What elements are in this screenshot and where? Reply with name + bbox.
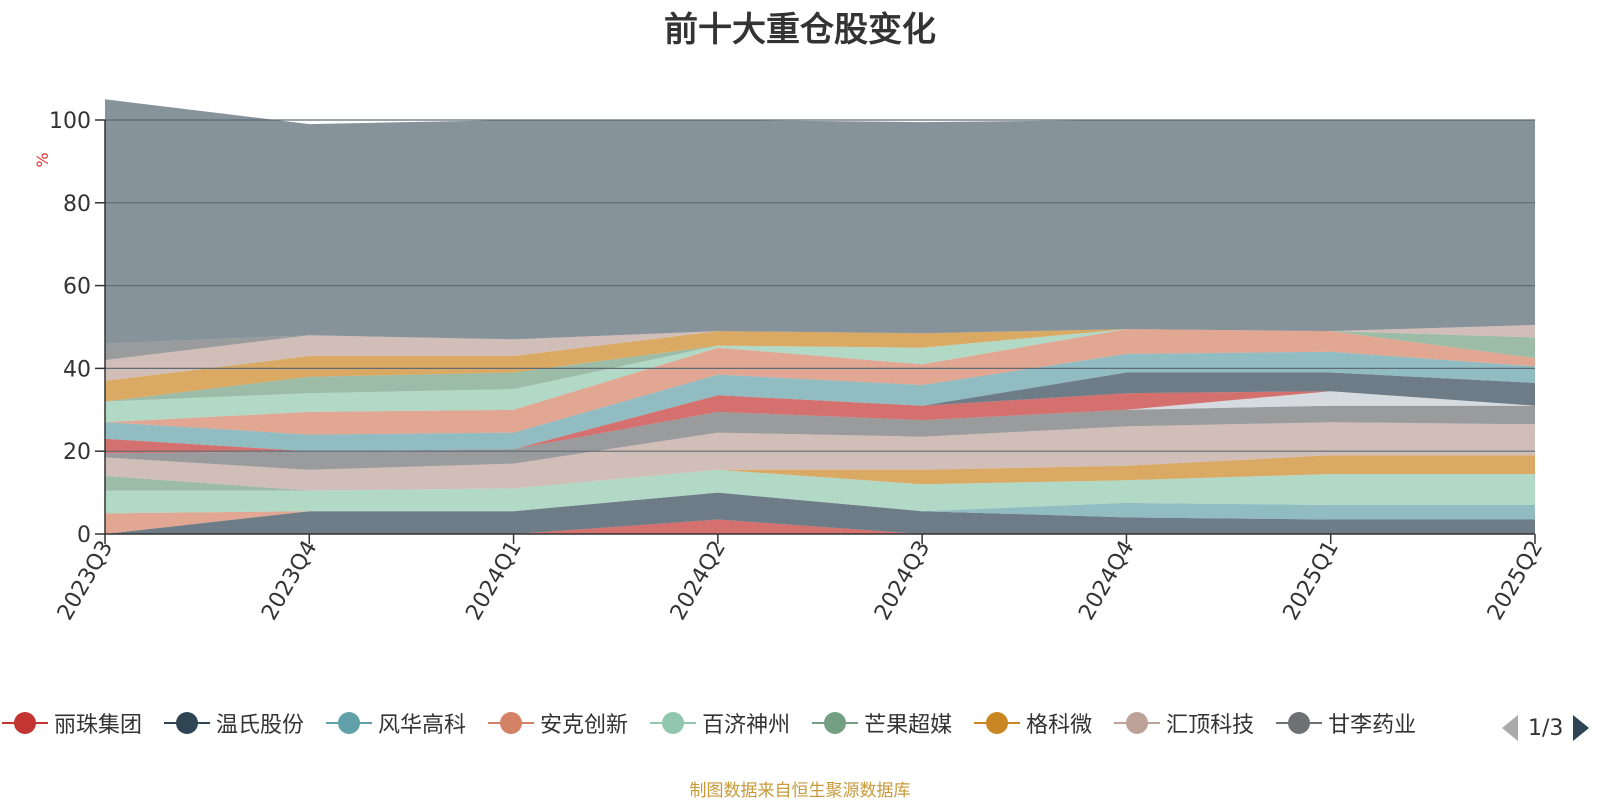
page-next-icon[interactable] [1571, 713, 1591, 743]
legend-item[interactable]: 芒果超媒 [810, 705, 952, 741]
area-series-2 [105, 492, 1535, 534]
legend-label: 丽珠集团 [54, 713, 143, 738]
y-tick-label: 100 [49, 109, 91, 134]
area-series-19 [105, 324, 1535, 381]
stacked-area-chart: 0 20 40 60 80 100 2023Q3 2023Q4 2024Q1 2024Q2 2024… [33, 99, 1548, 625]
x-tick-label: 2024Q2 [666, 537, 731, 625]
source-note: 制图数据来自恒生聚源数据库 [689, 781, 911, 801]
y-tick-label: 0 [77, 523, 91, 548]
x-tick-label: 2024Q3 [870, 537, 935, 625]
y-tick-label: 60 [63, 275, 91, 300]
page-prev-icon[interactable] [1500, 713, 1520, 743]
legend-marker-icon [1114, 712, 1161, 734]
area-series-12 [105, 391, 1535, 454]
legend-marker-icon [488, 712, 535, 734]
legend-marker-icon [1276, 712, 1323, 734]
legend-item[interactable]: 格科微 [972, 705, 1092, 741]
legend-item[interactable]: 汇顶科技 [1112, 705, 1254, 741]
area-series-16 [105, 329, 1535, 423]
y-tick-label: 40 [63, 357, 91, 382]
page-indicator: 1/3 [1528, 715, 1564, 741]
area-series-11 [105, 391, 1535, 454]
legend-item[interactable]: 甘李药业 [1274, 705, 1416, 741]
x-tick-label: 2025Q2 [1483, 537, 1548, 625]
legend-item[interactable]: 温氏股份 [162, 705, 304, 741]
legend-label: 甘李药业 [1328, 713, 1417, 738]
area-series-8 [105, 422, 1535, 491]
legend-label: 温氏股份 [216, 713, 305, 738]
y-tick-label: 80 [63, 192, 91, 217]
x-tick-label: 2024Q1 [461, 537, 526, 625]
area-series-7 [105, 455, 1535, 491]
legend-label: 汇顶科技 [1166, 713, 1255, 738]
legend-item[interactable]: 安克创新 [486, 705, 628, 741]
area-series-6 [105, 469, 1535, 491]
legend-label: 安克创新 [540, 713, 629, 738]
x-tick-label: 2023Q3 [53, 537, 118, 625]
legend-label: 格科微 [1026, 713, 1093, 738]
area-series-15 [105, 329, 1535, 435]
area-series-9 [105, 405, 1535, 470]
area-series-21 [105, 99, 1535, 344]
x-tick-label: 2023Q4 [257, 537, 322, 625]
x-tick-label: 2025Q1 [1279, 537, 1344, 625]
legend-label: 风华高科 [378, 713, 467, 738]
legend-marker-icon [974, 712, 1021, 734]
legend: 丽珠集团 温氏股份 风华高科 安克创新 百济神州 芒果超媒 格科微 汇顶科技 甘李药业 [0, 705, 1480, 741]
area-layers [105, 99, 1535, 534]
y-axis-label: % [33, 152, 52, 167]
legend-marker-icon [2, 712, 48, 734]
area-series-17 [105, 329, 1535, 402]
legend-marker-icon [326, 712, 373, 734]
y-tick-label: 20 [63, 440, 91, 465]
legend-label: 芒果超媒 [864, 713, 953, 738]
legend-marker-icon [812, 712, 859, 734]
x-tick-label: 2024Q4 [1074, 537, 1139, 625]
area-series-5 [105, 469, 1535, 514]
legend-pager: 1/3 [1500, 713, 1591, 743]
area-series-18 [105, 329, 1535, 402]
area-series-14 [105, 351, 1535, 452]
grid-lines [105, 119, 1535, 452]
chart-title: 前十大重仓股变化 [664, 10, 936, 50]
legend-item[interactable]: 风华高科 [324, 705, 466, 741]
legend-marker-icon [164, 712, 211, 734]
legend-marker-icon [650, 712, 697, 734]
legend-item[interactable]: 丽珠集团 [0, 705, 142, 741]
area-series-3 [105, 492, 1535, 534]
legend-item[interactable]: 百济神州 [648, 705, 790, 741]
legend-label: 百济神州 [702, 713, 791, 738]
area-series-13 [105, 372, 1535, 452]
